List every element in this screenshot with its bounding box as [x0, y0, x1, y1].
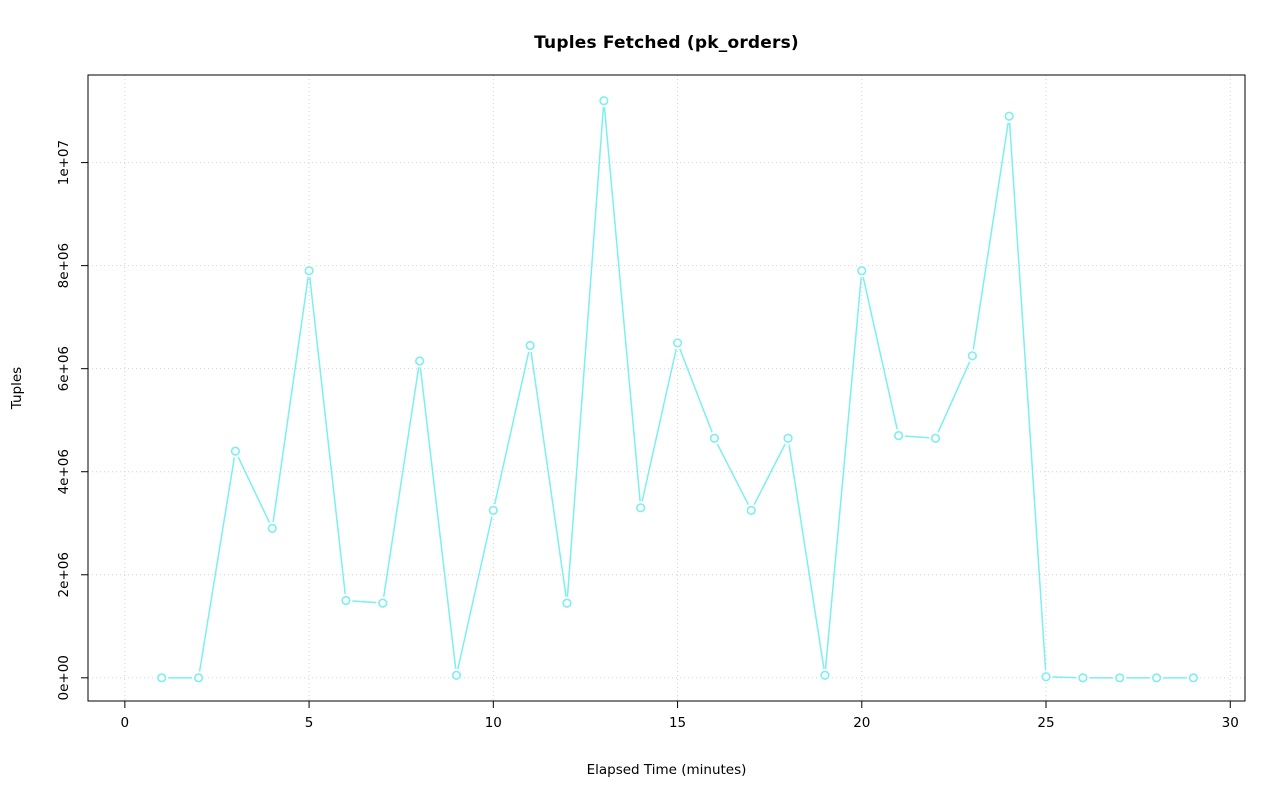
x-tick-label: 10	[485, 715, 502, 731]
x-tick-label: 25	[1037, 715, 1054, 731]
data-point-marker	[304, 266, 314, 276]
x-tick-label: 20	[853, 715, 870, 731]
y-axis-label: Tuples	[9, 366, 25, 410]
data-point-marker	[1151, 673, 1162, 683]
chart-title: Tuples Fetched (pk_orders)	[534, 33, 799, 53]
axis-tick-labels: 0 5 10 15 20 25 30 0e+00 2e+06 4e+06 6e+06 8e+06 1e+…	[56, 140, 1239, 731]
data-point-marker	[230, 446, 240, 456]
x-tick-label: 30	[1222, 715, 1239, 731]
data-point-marker	[267, 523, 277, 533]
data-point-marker	[193, 673, 204, 683]
gridlines	[88, 75, 1245, 701]
data-point-marker	[599, 96, 609, 106]
plot-box	[87, 74, 1246, 702]
data-point-marker	[341, 595, 351, 606]
y-tick-label: 8e+06	[56, 243, 72, 288]
x-axis-label: Elapsed Time (minutes)	[586, 762, 747, 778]
x-tick-label: 5	[305, 715, 314, 731]
plot-border	[87, 74, 1246, 702]
y-tick-label: 2e+06	[56, 552, 72, 597]
data-point-marker	[525, 340, 535, 351]
data-point-marker	[1078, 673, 1088, 683]
data-point-marker	[783, 433, 793, 443]
data-point-marker	[636, 503, 646, 513]
data-point-marker	[1188, 673, 1199, 683]
data-point-marker	[1004, 111, 1014, 121]
data-point-marker	[451, 670, 462, 680]
data-point-marker	[378, 598, 388, 608]
data-point-marker	[709, 433, 720, 443]
data-point-marker	[488, 505, 498, 515]
data-point-marker	[1041, 672, 1051, 682]
y-tick-label: 1e+07	[56, 140, 72, 185]
x-tick-label: 15	[669, 715, 686, 731]
data-point-marker	[894, 431, 904, 441]
y-tick-label: 4e+06	[56, 449, 72, 494]
data-point-marker	[967, 351, 977, 361]
data-point-marker	[820, 670, 830, 680]
data-point-marker	[415, 356, 425, 366]
data-point-marker	[857, 266, 867, 276]
data-point-marker	[746, 505, 756, 515]
y-tick-label: 0e+00	[56, 655, 72, 700]
data-point-marker	[672, 338, 683, 348]
axis-ticks	[81, 162, 1231, 708]
data-point-marker	[157, 673, 167, 683]
data-point-marker	[1115, 673, 1125, 683]
data-series	[155, 94, 1200, 685]
x-tick-label: 0	[121, 715, 130, 731]
data-point-marker	[930, 433, 941, 443]
data-point-marker	[562, 598, 572, 608]
y-tick-label: 6e+06	[56, 346, 72, 391]
